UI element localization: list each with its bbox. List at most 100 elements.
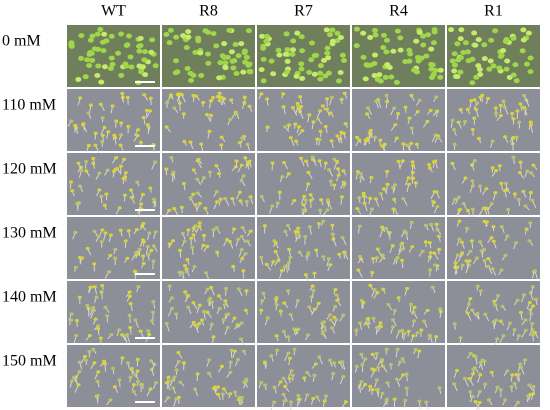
seedling [528,120,533,124]
seedling [148,96,153,100]
seedling [141,221,146,226]
seedling [239,163,244,167]
seedling [327,168,332,172]
seedling [77,295,82,299]
photo-background [257,89,350,151]
seedling [84,57,91,63]
seedling [452,197,457,201]
seedling [477,400,482,405]
seedling [270,204,275,208]
row-label: 120 mM [2,161,57,178]
seedling [341,180,346,184]
seedling [372,368,377,372]
photo [257,153,350,218]
seedling [411,67,418,73]
seedling [428,268,433,272]
photo [257,89,350,151]
seedling [430,71,437,77]
seedling [181,112,186,116]
seedling [450,161,455,166]
seedling [461,202,466,206]
seedling [240,136,245,140]
seedling [498,113,503,118]
photo [447,89,540,151]
seedling [511,136,516,140]
seedling [216,75,223,81]
seedling [460,49,467,55]
seedling [307,225,312,229]
seedling [288,312,293,317]
seedling [181,361,186,365]
seedling [384,226,389,231]
seedling [454,368,459,373]
seedling [125,33,132,39]
seedling [353,26,360,32]
seedling [333,305,338,309]
seedling [171,170,176,174]
seedling [399,247,404,251]
seedling [482,219,487,224]
seedling [141,115,146,120]
seedling [415,331,420,335]
seedling [75,201,80,206]
seedling [232,316,237,320]
seedling [211,228,216,232]
seedling [127,54,134,60]
seedling [236,237,241,241]
seedling [401,196,406,201]
row-label: 140 mM [2,289,57,306]
seedling [92,229,97,233]
seedling [240,225,245,230]
seedling [207,129,212,133]
seedling [123,171,128,175]
seedling [128,301,133,306]
seedling [475,311,480,316]
seedling [299,156,304,160]
seedling [455,253,460,257]
seedling [325,55,332,61]
seedling [88,103,93,107]
seedling [472,98,477,102]
seedling [79,168,84,172]
seedling [329,139,334,143]
seedling [474,107,479,111]
seedling [406,176,411,180]
seedling [518,362,523,366]
seedling [217,306,222,311]
seedling [192,49,199,55]
seedling [68,43,75,49]
seedling [397,35,404,41]
seedling [71,375,76,380]
seedling [487,58,494,64]
seedling [502,189,507,193]
seedling [172,207,177,211]
seedling [465,107,470,111]
seedling [270,161,275,165]
seedling [128,326,133,330]
seedling [245,142,250,146]
seedling [457,237,462,241]
seedling [174,69,181,75]
seedling [110,366,115,370]
seedling [311,288,316,292]
seedling [335,298,340,302]
seedling [86,111,91,115]
seedling [459,240,464,244]
seedling [296,104,301,108]
seedling [180,271,185,275]
seedling [198,73,205,79]
seedling [515,109,520,113]
seedling [304,159,309,163]
seedling [239,395,244,400]
seedling [458,108,463,112]
seedling [174,312,179,316]
seedling [214,164,219,168]
seedling [372,288,377,292]
seedling [499,225,504,229]
seedling [412,305,417,309]
seedling [84,160,89,164]
photo-background [162,217,255,279]
seedling [178,380,183,384]
seedling [514,135,519,139]
seedling [473,355,478,359]
